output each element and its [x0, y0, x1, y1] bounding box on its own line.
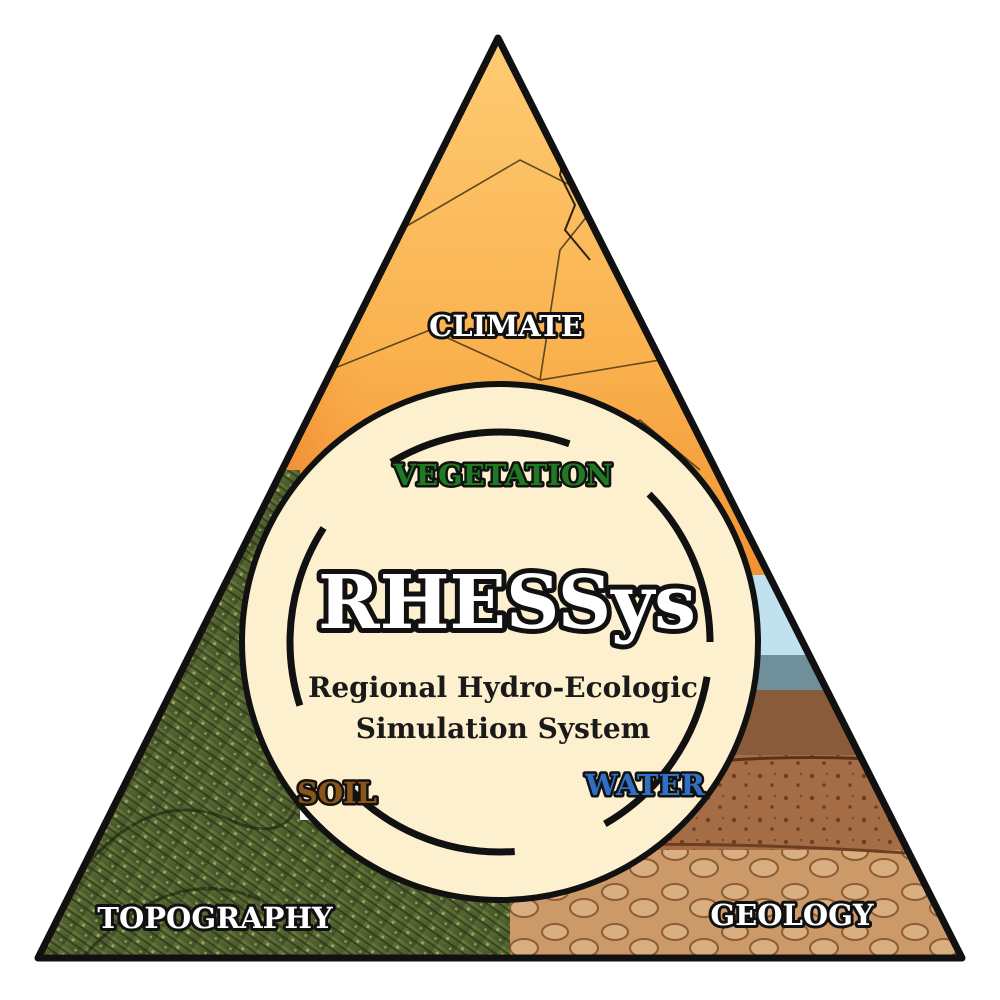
- state-boundary-lines: [329, 159, 701, 471]
- soil-label: SOIL: [297, 776, 377, 810]
- cycle-ring: [286, 428, 714, 856]
- subtitle-line2: Simulation System: [356, 712, 651, 745]
- topography-label: TOPOGRAPHY: [97, 901, 332, 935]
- subtitle-line1: Regional Hydro-Ecologic: [308, 671, 698, 704]
- center-circle: [239, 381, 761, 903]
- rhessys-title: RHESSys: [318, 560, 696, 646]
- geology-label: GEOLOGY: [710, 898, 874, 932]
- water-label: WATER: [584, 768, 705, 802]
- triangle-outline: [34, 34, 966, 962]
- climate-label: CLIMATE: [429, 309, 583, 343]
- vegetation-label: VEGETATION: [392, 458, 612, 492]
